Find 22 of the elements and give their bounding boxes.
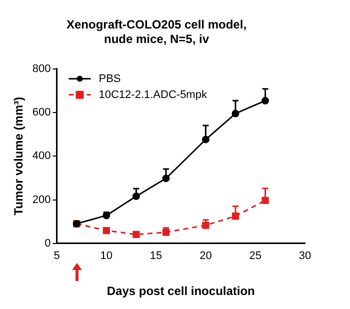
x-tick-label: 5 <box>54 250 60 262</box>
x-tick-label: 15 <box>150 250 162 262</box>
point <box>162 228 170 236</box>
point <box>102 226 110 234</box>
point <box>262 96 270 104</box>
chart-title: Xenograft-COLO205 cell model, nude mice, N=5, iv <box>66 18 247 46</box>
x-tick-label: 10 <box>100 250 113 262</box>
y-tick-label: 0 <box>44 237 51 250</box>
y-tick-label: 800 <box>32 62 51 75</box>
point <box>262 196 269 204</box>
point <box>132 230 140 238</box>
y-tick-label: 200 <box>32 194 51 206</box>
legend-label: 10C12-2.1.ADC-5mpk <box>98 88 208 101</box>
y-tick-label: 600 <box>32 106 51 118</box>
legend-label: PBS <box>98 72 121 85</box>
point <box>202 222 210 229</box>
x-axis-title: Days post cell inoculation <box>106 284 255 298</box>
x-tick-label: 30 <box>298 250 312 262</box>
y-tick-label: 400 <box>32 150 51 162</box>
y-axis-title: Tumor volume (mm³) <box>12 96 26 216</box>
x-tick-label: 20 <box>200 250 212 262</box>
x-tick-label: 25 <box>249 250 262 262</box>
